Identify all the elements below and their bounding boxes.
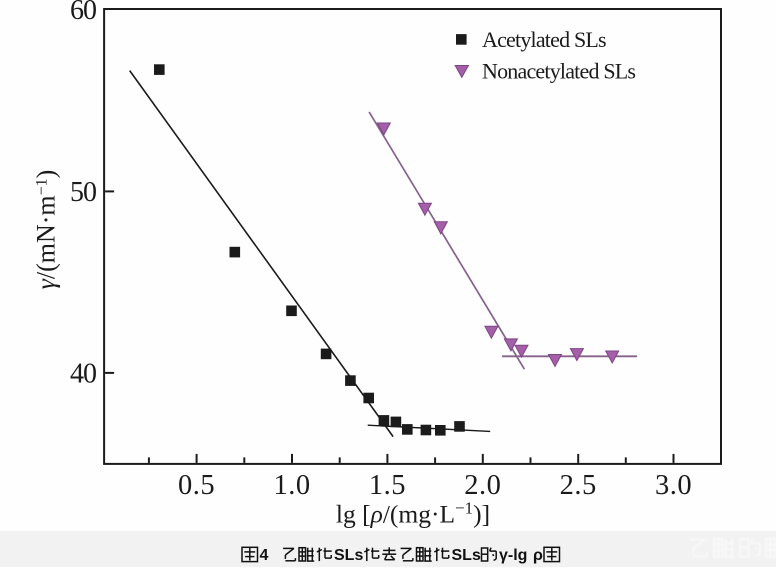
svg-text:60: 60 — [70, 0, 96, 26]
svg-text:Nonacetylated SLs: Nonacetylated SLs — [482, 58, 635, 83]
svg-text:SLs: SLs — [334, 547, 363, 564]
svg-text:1.0: 1.0 — [273, 470, 310, 501]
svg-text:1.5: 1.5 — [369, 470, 406, 501]
svg-text:3.0: 3.0 — [655, 470, 692, 501]
svg-text:ρ: ρ — [533, 547, 543, 564]
svg-text:SLs: SLs — [452, 547, 481, 564]
svg-text:0.5: 0.5 — [178, 470, 215, 501]
svg-text:2.0: 2.0 — [464, 470, 501, 501]
svg-text:γ-lg: γ-lg — [499, 547, 527, 564]
svg-text:Acetylated SLs: Acetylated SLs — [482, 27, 606, 52]
svg-text:4: 4 — [260, 547, 269, 564]
svg-text:2.5: 2.5 — [560, 470, 597, 501]
svg-text:50: 50 — [70, 177, 96, 208]
svg-text:40: 40 — [70, 358, 96, 389]
